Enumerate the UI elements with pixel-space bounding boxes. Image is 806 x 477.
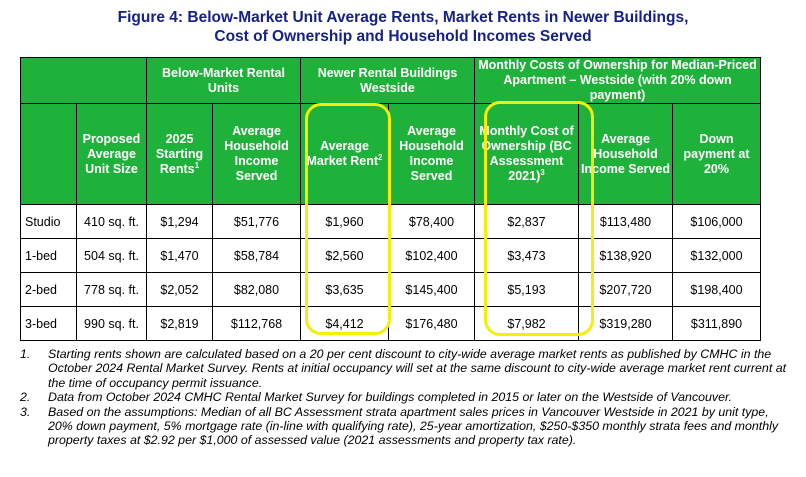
header-starting-rents-text: 2025 Starting Rents (155, 131, 204, 176)
header-bm-income: Average Household Income Served (212, 103, 301, 205)
group-newer-rental: Newer Rental Buildings Westside (300, 57, 475, 104)
cell-down: $311,890 (672, 306, 761, 341)
footnote-number: 3. (20, 404, 31, 419)
cell-unit-type: 3-bed (20, 306, 77, 341)
cell-down: $106,000 (672, 204, 761, 239)
cell-down: $132,000 (672, 238, 761, 273)
footnote-text: Data from October 2024 CMHC Rental Marke… (48, 390, 733, 405)
footnote-3: 3. Based on the assumptions: Median of a… (20, 405, 790, 448)
cell-unit-type: Studio (20, 204, 77, 239)
table-row: 1-bed 504 sq. ft. $1,470 $58,784 $2,560 … (20, 238, 761, 273)
header-ownership-cost-text: Monthly Cost of Ownership (BC Assessment… (479, 124, 574, 183)
cell-nr-income: $176,480 (388, 306, 475, 341)
cell-nr-income: $78,400 (388, 204, 475, 239)
footnote-number: 1. (20, 347, 31, 361)
cell-market: $2,560 (300, 238, 389, 273)
blank-header-cell (20, 57, 147, 104)
header-market-rent-text: Average Market Rent (306, 139, 379, 168)
cell-start: $2,052 (146, 272, 213, 307)
footnote-1: 1. Starting rents shown are calculated b… (20, 347, 790, 390)
cell-down: $198,400 (672, 272, 761, 307)
footnote-text: Starting rents shown are calculated base… (48, 347, 787, 390)
figure-title-line1: Figure 4: Below-Market Unit Average Rent… (117, 9, 689, 26)
cell-own-income: $207,720 (578, 272, 673, 307)
cell-size: 504 sq. ft. (76, 238, 147, 273)
cell-bm-income: $51,776 (212, 204, 301, 239)
cell-market: $3,635 (300, 272, 389, 307)
cell-unit-type: 2-bed (20, 272, 77, 307)
cell-unit-type: 1-bed (20, 238, 77, 273)
cell-own-cost: $3,473 (474, 238, 579, 273)
cell-own-cost: $5,193 (474, 272, 579, 307)
cell-market: $1,960 (300, 204, 389, 239)
footnote-text: Based on the assumptions: Median of all … (48, 404, 779, 448)
footnote-number: 2. (20, 390, 31, 405)
group-header-row: Below-Market Rental Units Newer Rental B… (20, 57, 761, 104)
cell-start: $1,294 (146, 204, 213, 239)
header-market-rent: Average Market Rent2 (300, 103, 389, 205)
table-row: Studio 410 sq. ft. $1,294 $51,776 $1,960… (20, 204, 761, 239)
cell-bm-income: $58,784 (212, 238, 301, 273)
blank-header-cell-2 (20, 103, 77, 205)
cell-size: 778 sq. ft. (76, 272, 147, 307)
cell-own-income: $138,920 (578, 238, 673, 273)
cell-market: $4,412 (300, 306, 389, 341)
figure-title-line2: Cost of Ownership and Household Incomes … (214, 28, 592, 45)
header-ownership-cost: Monthly Cost of Ownership (BC Assessment… (474, 103, 579, 205)
cell-nr-income: $102,400 (388, 238, 475, 273)
rents-table: Below-Market Rental Units Newer Rental B… (20, 57, 761, 341)
footnote-ref-3: 3 (540, 167, 545, 177)
header-unit-size: Proposed Average Unit Size (76, 103, 147, 205)
cell-bm-income: $112,768 (212, 306, 301, 341)
cell-nr-income: $145,400 (388, 272, 475, 307)
footnote-2: 2. Data from October 2024 CMHC Rental Ma… (20, 390, 790, 404)
cell-bm-income: $82,080 (212, 272, 301, 307)
footnotes: 1. Starting rents shown are calculated b… (20, 347, 790, 448)
group-below-market: Below-Market Rental Units (146, 57, 301, 104)
cell-own-cost: $7,982 (474, 306, 579, 341)
column-header-row: Proposed Average Unit Size 2025 Starting… (20, 103, 761, 205)
header-starting-rents: 2025 Starting Rents1 (146, 103, 213, 205)
cell-start: $2,819 (146, 306, 213, 341)
header-nr-income: Average Household Income Served (388, 103, 475, 205)
cell-size: 990 sq. ft. (76, 306, 147, 341)
table-row: 2-bed 778 sq. ft. $2,052 $82,080 $3,635 … (20, 272, 761, 307)
cell-own-income: $113,480 (578, 204, 673, 239)
footnote-ref-2: 2 (378, 152, 383, 162)
figure-title: Figure 4: Below-Market Unit Average Rent… (0, 8, 806, 46)
header-own-income: Average Household Income Served (578, 103, 673, 205)
group-ownership: Monthly Costs of Ownership for Median-Pr… (474, 57, 761, 104)
cell-own-income: $319,280 (578, 306, 673, 341)
cell-start: $1,470 (146, 238, 213, 273)
table-row: 3-bed 990 sq. ft. $2,819 $112,768 $4,412… (20, 306, 761, 341)
header-down-payment: Down payment at 20% (672, 103, 761, 205)
cell-size: 410 sq. ft. (76, 204, 147, 239)
cell-own-cost: $2,837 (474, 204, 579, 239)
footnote-ref-1: 1 (194, 160, 200, 170)
